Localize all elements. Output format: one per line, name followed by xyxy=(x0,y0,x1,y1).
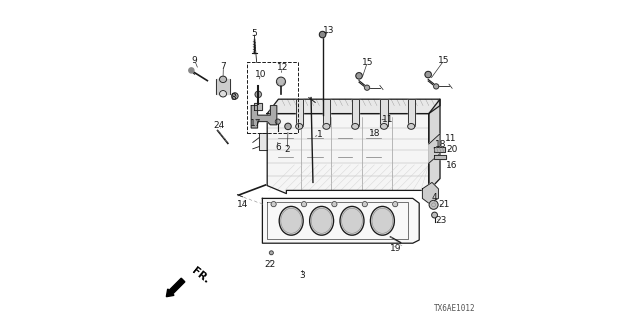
Text: 12: 12 xyxy=(276,63,288,72)
Text: 24: 24 xyxy=(214,121,225,130)
Circle shape xyxy=(365,85,370,90)
Text: 18: 18 xyxy=(435,140,447,149)
Ellipse shape xyxy=(371,206,394,235)
Polygon shape xyxy=(259,133,268,150)
Ellipse shape xyxy=(340,206,364,235)
Polygon shape xyxy=(268,114,429,194)
Text: 8: 8 xyxy=(230,93,236,102)
Text: 19: 19 xyxy=(390,244,402,253)
Circle shape xyxy=(275,119,280,124)
Ellipse shape xyxy=(408,124,415,129)
Ellipse shape xyxy=(279,206,303,235)
Text: TX6AE1012: TX6AE1012 xyxy=(433,304,475,313)
Text: 18: 18 xyxy=(369,129,381,138)
Polygon shape xyxy=(422,182,438,203)
Polygon shape xyxy=(216,79,230,94)
Text: 5: 5 xyxy=(252,29,257,38)
Text: 23: 23 xyxy=(435,216,447,225)
FancyArrow shape xyxy=(166,278,185,297)
Bar xyxy=(254,103,262,110)
Text: FR.: FR. xyxy=(189,266,211,286)
Text: 20: 20 xyxy=(446,145,458,154)
Text: 22: 22 xyxy=(265,260,276,269)
Circle shape xyxy=(434,84,439,89)
Circle shape xyxy=(429,200,438,209)
Ellipse shape xyxy=(310,206,333,235)
Text: 3: 3 xyxy=(300,271,305,280)
Circle shape xyxy=(432,212,438,218)
Text: 4: 4 xyxy=(432,193,437,202)
Polygon shape xyxy=(251,106,277,128)
Text: 7: 7 xyxy=(221,62,226,71)
Circle shape xyxy=(232,93,238,99)
Circle shape xyxy=(301,202,307,207)
Circle shape xyxy=(356,73,362,79)
Circle shape xyxy=(189,68,194,73)
Text: 9: 9 xyxy=(192,56,197,65)
Ellipse shape xyxy=(323,124,330,129)
Polygon shape xyxy=(268,99,440,114)
Polygon shape xyxy=(434,155,445,159)
Circle shape xyxy=(425,71,431,78)
Circle shape xyxy=(271,202,276,207)
Polygon shape xyxy=(429,134,440,163)
Text: 10: 10 xyxy=(255,70,266,79)
Circle shape xyxy=(393,202,398,207)
Ellipse shape xyxy=(220,91,227,97)
Circle shape xyxy=(276,77,285,86)
Bar xyxy=(408,99,415,126)
Text: 17: 17 xyxy=(250,119,261,128)
Text: 11: 11 xyxy=(445,134,456,143)
Text: 14: 14 xyxy=(237,200,248,209)
Text: 13: 13 xyxy=(323,26,335,35)
Bar xyxy=(296,99,303,126)
Polygon shape xyxy=(429,99,440,190)
Ellipse shape xyxy=(352,124,359,129)
Text: 16: 16 xyxy=(446,161,458,170)
Ellipse shape xyxy=(296,124,303,129)
Polygon shape xyxy=(434,147,445,152)
Circle shape xyxy=(319,31,326,38)
Text: 15: 15 xyxy=(438,56,450,65)
Text: 15: 15 xyxy=(362,58,373,67)
Ellipse shape xyxy=(380,124,388,129)
Text: 2: 2 xyxy=(285,145,290,154)
Circle shape xyxy=(362,202,367,207)
Text: 21: 21 xyxy=(438,200,450,209)
Circle shape xyxy=(332,202,337,207)
Circle shape xyxy=(269,251,273,255)
Bar xyxy=(323,99,330,126)
Circle shape xyxy=(285,123,291,130)
Bar xyxy=(352,99,359,126)
Text: 6: 6 xyxy=(275,143,280,152)
Text: 11: 11 xyxy=(382,115,394,124)
Ellipse shape xyxy=(220,76,227,83)
Circle shape xyxy=(255,91,262,98)
Polygon shape xyxy=(262,198,419,243)
Text: 1: 1 xyxy=(317,130,322,139)
Bar xyxy=(380,99,388,126)
